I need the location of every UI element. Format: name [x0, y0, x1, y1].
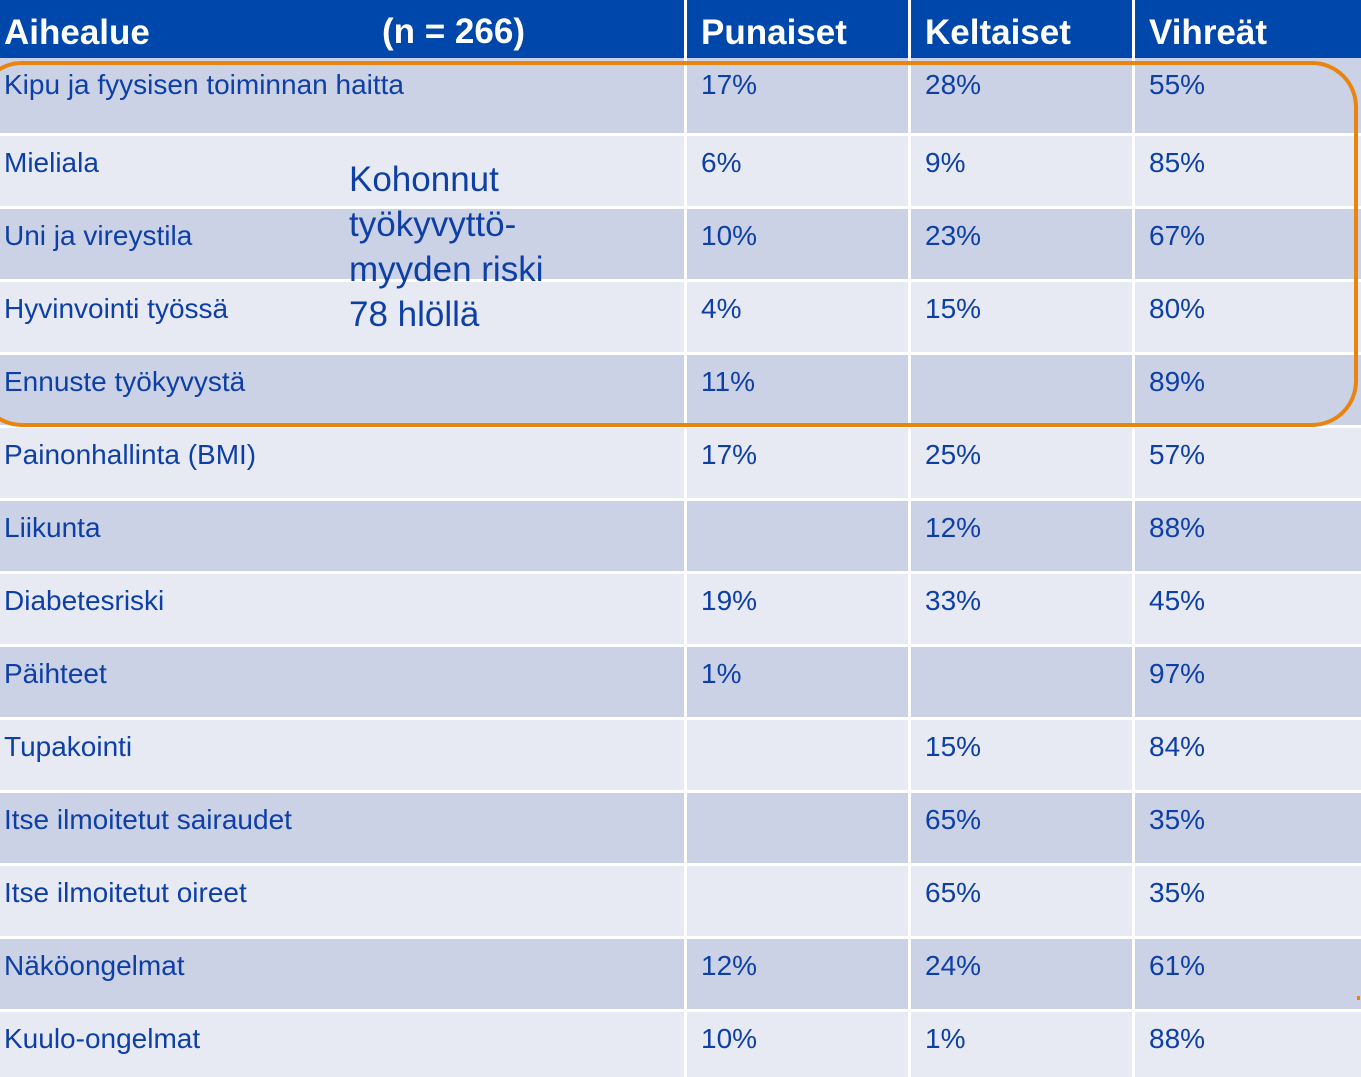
highlight-mark [1357, 996, 1360, 1000]
topic-cell: Kipu ja fyysisen toiminnan haitta [0, 58, 687, 133]
yellow-cell: 65% [911, 866, 1135, 936]
header-green: Vihreät [1135, 0, 1361, 58]
green-cell: 57% [1149, 439, 1206, 470]
red-cell: 4% [687, 282, 911, 352]
green-cell: 80% [1149, 293, 1206, 324]
topic-cell: Kuulo-ongelmat [0, 1012, 687, 1077]
risk-annotation: Kohonnut työkyvyttö- myyden riski 78 hlö… [349, 160, 544, 334]
table-row: Näköongelmat 12% 24% 61% [0, 936, 1361, 1009]
topic-cell: Uni ja vireystila [0, 209, 687, 279]
green-cell: 88% [1149, 1023, 1206, 1054]
topic-cell: Itse ilmoitetut sairaudet [0, 793, 687, 863]
yellow-cell: 15% [911, 720, 1135, 790]
topic-cell: Mieliala [0, 136, 687, 206]
topic-cell: Ennuste työkyvystä [0, 355, 687, 425]
red-cell [687, 866, 911, 936]
topic-cell: Painonhallinta (BMI) [0, 428, 687, 498]
green-cell: 55% [1149, 69, 1206, 100]
red-cell: 12% [687, 939, 911, 1009]
yellow-cell: 9% [911, 136, 1135, 206]
green-cell: 85% [1149, 147, 1206, 178]
green-cell: 97% [1149, 658, 1206, 689]
header-topic-label: Aihealue [4, 13, 150, 52]
green-cell: 67% [1149, 220, 1206, 251]
yellow-cell: 33% [911, 574, 1135, 644]
green-cell: 35% [1149, 804, 1206, 835]
red-cell: 10% [687, 209, 911, 279]
yellow-cell: 28% [911, 58, 1135, 133]
sample-size-label: (n = 266) [382, 12, 525, 51]
topic-cell: Liikunta [0, 501, 687, 571]
header-green-label: Vihreät [1149, 13, 1268, 52]
topic-cell: Itse ilmoitetut oireet [0, 866, 687, 936]
red-cell: 1% [687, 647, 911, 717]
table-row: Uni ja vireystila 10% 23% 67% [0, 206, 1361, 279]
yellow-cell: 65% [911, 793, 1135, 863]
green-cell: 45% [1149, 585, 1206, 616]
green-cell: 61% [1149, 950, 1206, 981]
red-cell [687, 793, 911, 863]
topic-cell: Diabetesriski [0, 574, 687, 644]
table-row: Ennuste työkyvystä 11% 89% [0, 352, 1361, 425]
table-row: Hyvinvointi työssä 4% 15% 80% [0, 279, 1361, 352]
table-row: Liikunta 12% 88% [0, 498, 1361, 571]
table-row: Diabetesriski 19% 33% 45% [0, 571, 1361, 644]
table-header: Aihealue (n = 266) Punaiset Keltaiset Vi… [0, 0, 1361, 58]
topic-cell: Päihteet [0, 647, 687, 717]
red-cell [687, 501, 911, 571]
red-cell: 10% [687, 1012, 911, 1077]
header-red: Punaiset [687, 0, 911, 58]
table-row: Päihteet 1% 97% [0, 644, 1361, 717]
topic-cell: Hyvinvointi työssä [0, 282, 687, 352]
green-cell: 88% [1149, 512, 1206, 543]
table-row: Tupakointi 15% 84% [0, 717, 1361, 790]
yellow-cell [911, 647, 1135, 717]
header-yellow: Keltaiset [911, 0, 1135, 58]
table-row: Painonhallinta (BMI) 17% 25% 57% [0, 425, 1361, 498]
red-cell: 17% [687, 58, 911, 133]
yellow-cell: 24% [911, 939, 1135, 1009]
green-cell: 35% [1149, 877, 1206, 908]
red-cell: 11% [687, 355, 911, 425]
yellow-cell: 23% [911, 209, 1135, 279]
red-cell: 6% [687, 136, 911, 206]
topic-cell: Näköongelmat [0, 939, 687, 1009]
yellow-cell: 12% [911, 501, 1135, 571]
table-row: Itse ilmoitetut sairaudet 65% 35% [0, 790, 1361, 863]
red-cell: 19% [687, 574, 911, 644]
yellow-cell: 1% [911, 1012, 1135, 1077]
table-row: Kuulo-ongelmat 10% 1% 88% [0, 1009, 1361, 1077]
green-cell: 89% [1149, 366, 1206, 397]
header-yellow-label: Keltaiset [925, 13, 1071, 52]
yellow-cell: 15% [911, 282, 1135, 352]
table-row: Itse ilmoitetut oireet 65% 35% [0, 863, 1361, 936]
green-cell: 84% [1149, 731, 1206, 762]
red-cell [687, 720, 911, 790]
table-row: Kipu ja fyysisen toiminnan haitta 17% 28% 5… [0, 58, 1361, 133]
yellow-cell: 25% [911, 428, 1135, 498]
header-topic: Aihealue [0, 0, 687, 58]
yellow-cell [911, 355, 1135, 425]
header-red-label: Punaiset [701, 13, 847, 52]
topic-cell: Tupakointi [0, 720, 687, 790]
table-row: Mieliala 6% 9% 85% [0, 133, 1361, 206]
red-cell: 17% [687, 428, 911, 498]
